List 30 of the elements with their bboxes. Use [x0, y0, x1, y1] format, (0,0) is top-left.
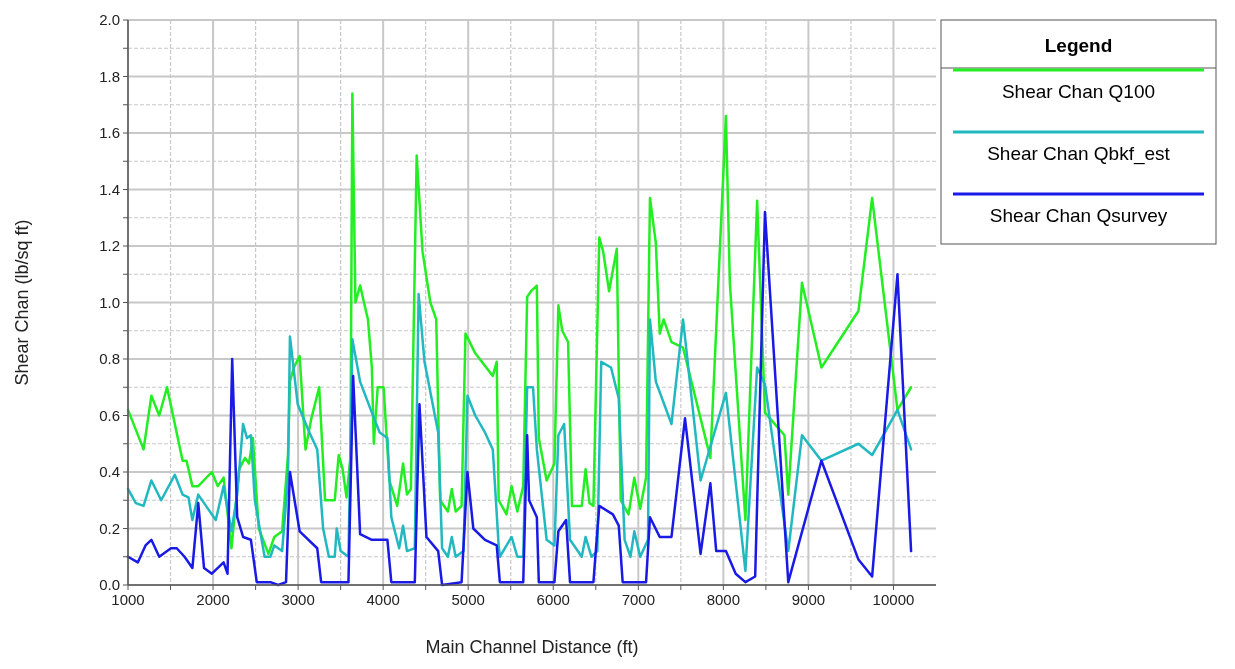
- y-tick-label: 1.2: [99, 237, 120, 254]
- y-tick-label: 0.4: [99, 463, 120, 480]
- line-series: [126, 210, 913, 587]
- text: Shear Chan Q100: [1001, 81, 1156, 102]
- line-series: [126, 92, 913, 556]
- x-tick-label: 4000: [366, 591, 400, 608]
- x-tick-label: 6000: [536, 591, 570, 608]
- y-tick-label: 1.0: [99, 293, 120, 311]
- x-tick-label: 7000: [621, 591, 655, 608]
- x-tick-label: 3000: [281, 591, 315, 608]
- x-tick-label: 5000: [451, 591, 485, 608]
- y-tick-label: 1.4: [99, 180, 120, 198]
- x-tick-label: 10000: [872, 591, 915, 608]
- x-tick-label: 8000: [706, 591, 741, 608]
- x-tick-label: 9000: [791, 591, 826, 608]
- y-tick-label: 1.8: [99, 67, 120, 85]
- legend-title: Legend: [1044, 35, 1113, 56]
- y-tick-label: 0.8: [99, 350, 120, 367]
- y-tick-label: 1.6: [99, 124, 120, 141]
- text: Shear Chan Qbkf_est: [987, 143, 1171, 165]
- y-axis-title: Shear Chan (lb/sq ft): [12, 219, 32, 386]
- y-tick-label: 0.6: [99, 406, 120, 424]
- x-tick-label: 2000: [196, 591, 230, 608]
- y-tick-label: 0.0: [99, 576, 120, 593]
- y-tick-label: 2.0: [99, 11, 120, 28]
- text: Shear Chan Qsurvey: [989, 205, 1168, 226]
- x-tick-label: 1000: [111, 591, 145, 608]
- x-axis-title: Main Channel Distance (ft): [425, 637, 639, 657]
- y-tick-label: 0.2: [99, 519, 120, 537]
- line-series: [126, 292, 913, 573]
